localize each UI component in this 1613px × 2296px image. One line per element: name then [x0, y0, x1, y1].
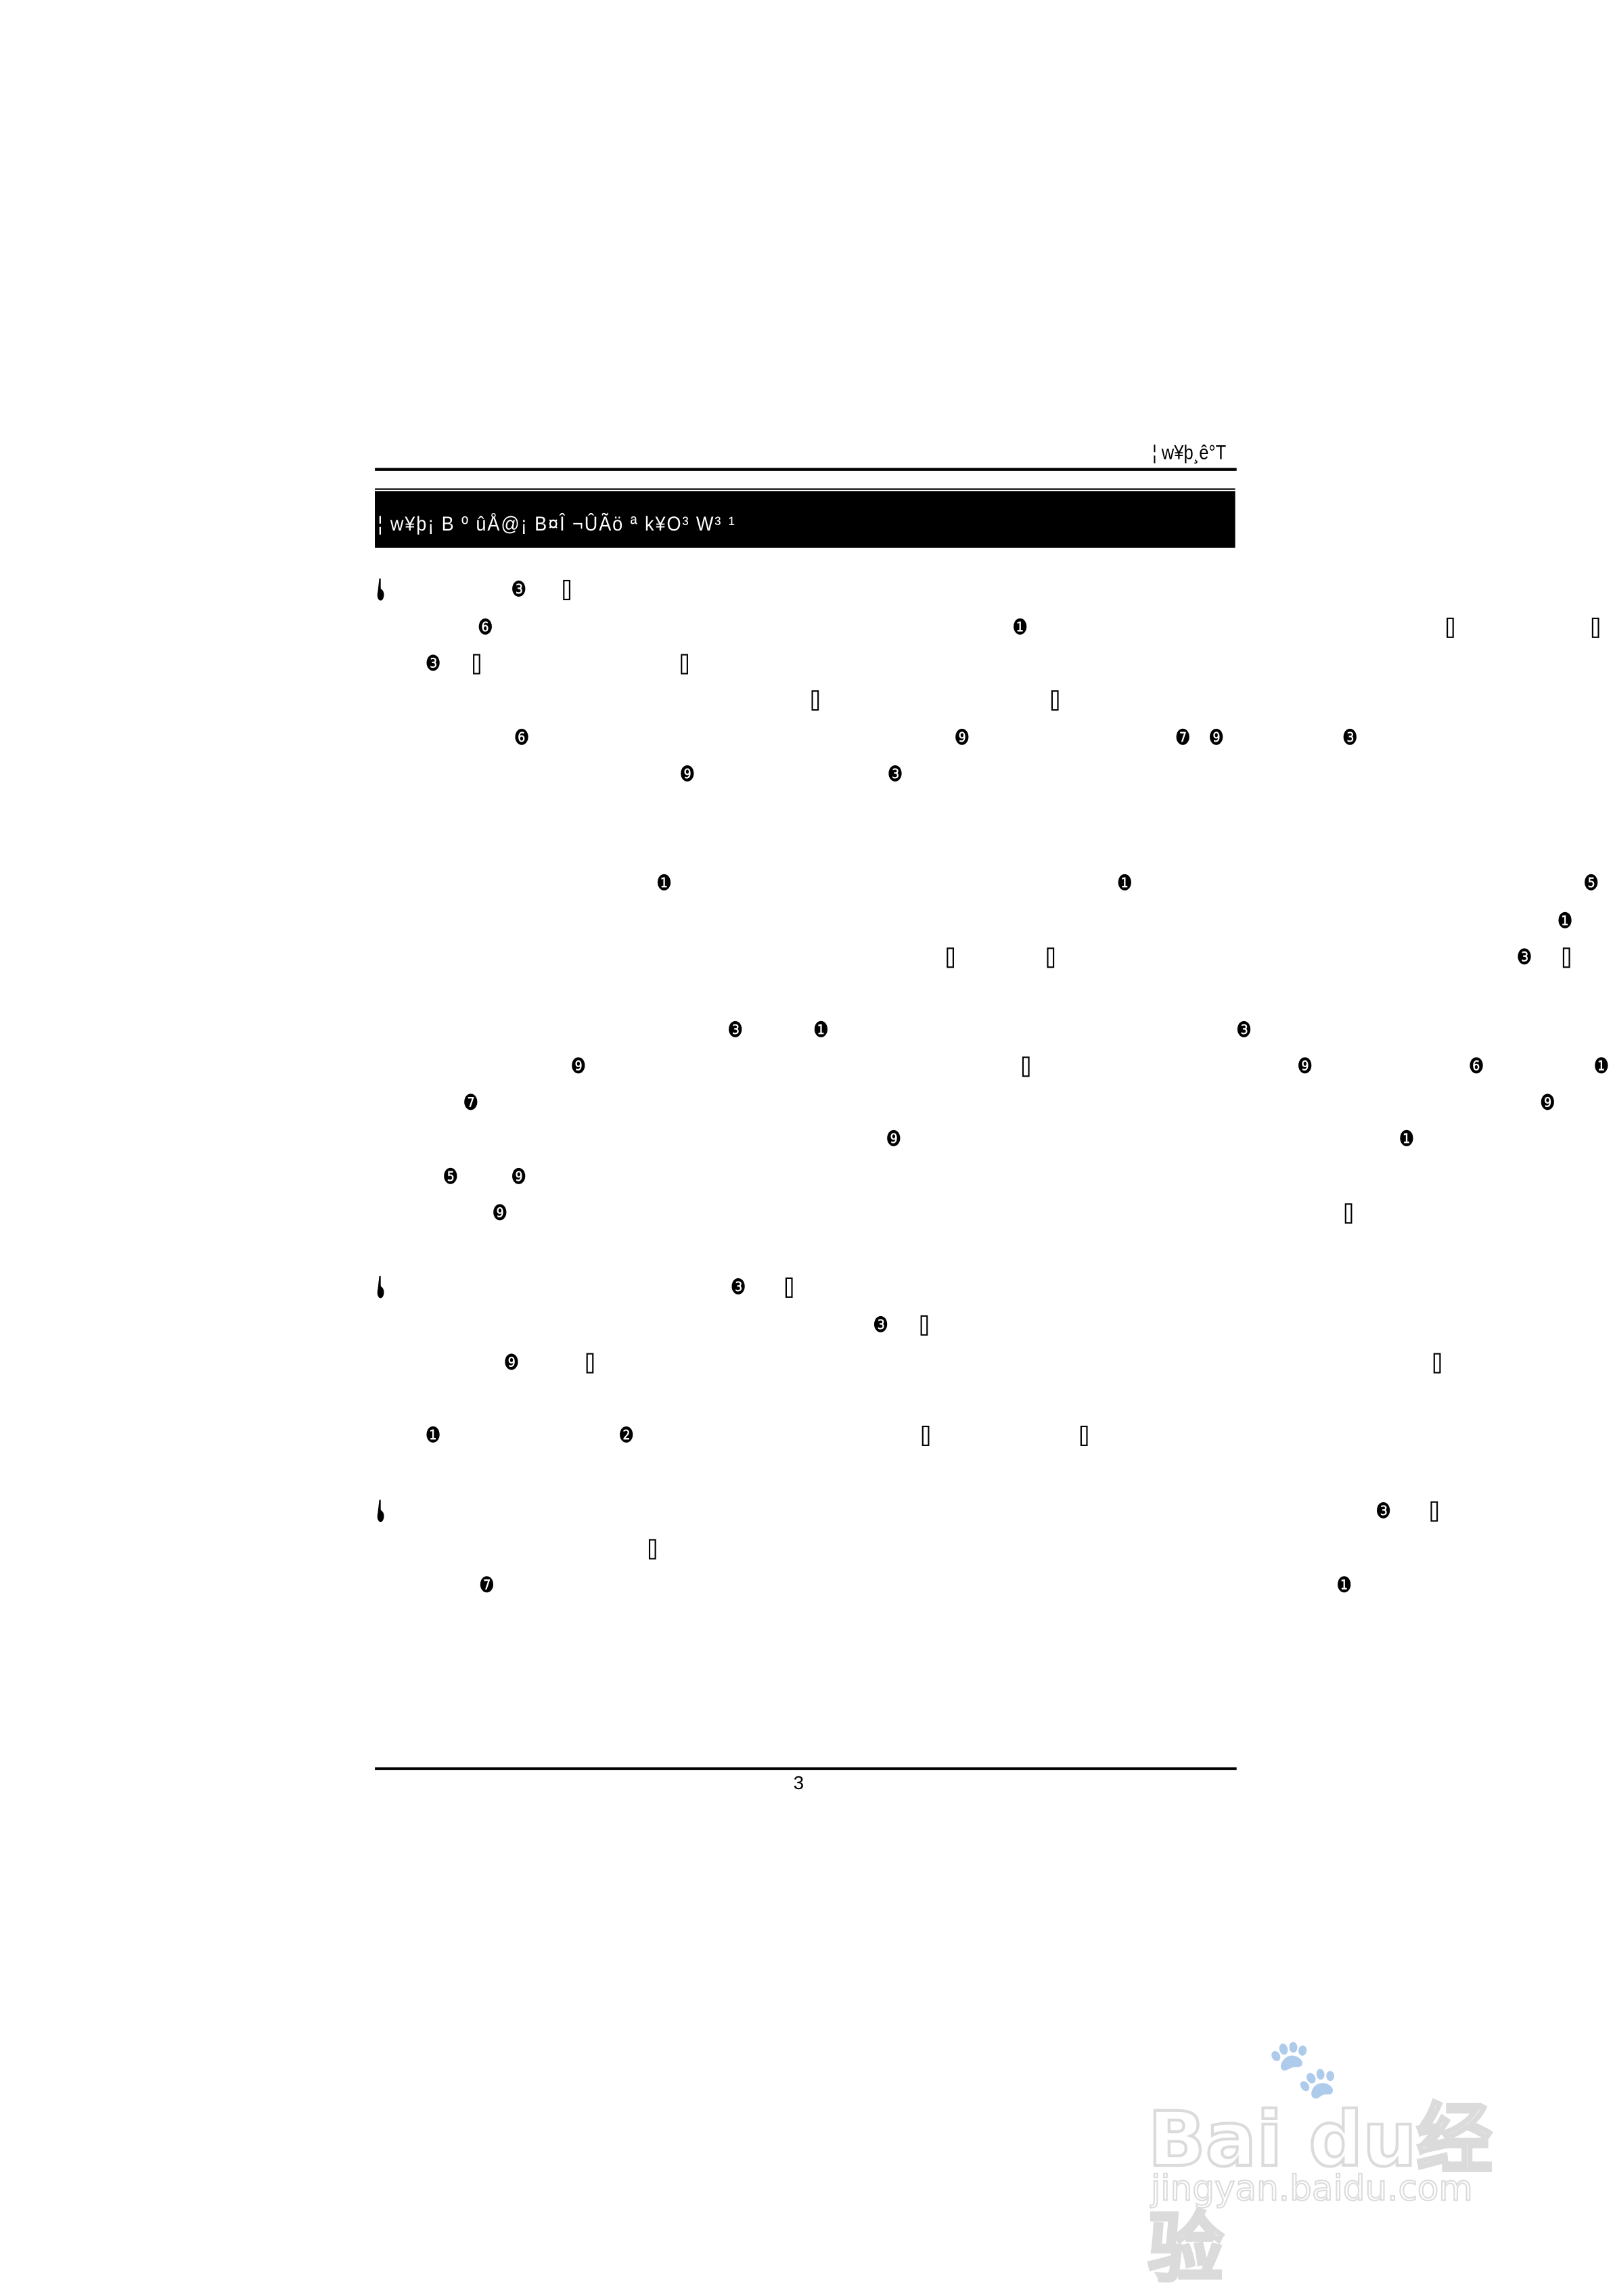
- missing-glyph-box: [1080, 1425, 1088, 1446]
- circled-number-glyph: ❶: [1012, 614, 1028, 641]
- missing-glyph-box: [922, 1425, 930, 1446]
- circled-number-glyph: ❸: [872, 1311, 889, 1338]
- circled-number-glyph: ❶: [813, 1016, 830, 1043]
- circled-number-glyph: ❸: [730, 1274, 746, 1301]
- circled-number-glyph: ❾: [886, 1125, 902, 1152]
- missing-glyph-box: [1051, 690, 1059, 711]
- circled-number-glyph: ❾: [503, 1349, 520, 1376]
- circled-number-glyph: ❾: [1208, 724, 1225, 751]
- circled-number-glyph: ❸: [425, 650, 441, 677]
- missing-glyph-box: [648, 1539, 656, 1560]
- circled-number-glyph: ❶: [1557, 907, 1573, 934]
- circled-number-glyph: ❾: [679, 761, 696, 787]
- circled-number-glyph: ❸: [1342, 724, 1358, 751]
- missing-glyph-box: [1433, 1353, 1441, 1374]
- circled-number-glyph: ❾: [570, 1053, 587, 1079]
- baidu-watermark: 🐾 Bai du经验 jingyan.baidu.com: [1147, 2035, 1526, 2295]
- circled-number-glyph: ❾: [954, 724, 970, 751]
- paw-icon: 🐾: [1267, 2038, 1340, 2102]
- missing-glyph-box: [1344, 1203, 1353, 1224]
- circled-number-glyph: ❺: [1583, 870, 1599, 897]
- circled-number-glyph: ❾: [1297, 1053, 1313, 1079]
- missing-glyph-box: [1447, 617, 1454, 638]
- footer-rule: [375, 1767, 1237, 1770]
- circled-number-glyph: ❼: [463, 1089, 479, 1116]
- pointing-hand-icon: [376, 1500, 385, 1523]
- circled-number-glyph: ❻: [477, 614, 493, 641]
- circled-number-glyph: ❶: [1116, 870, 1133, 897]
- pointing-hand-icon: [376, 1276, 385, 1299]
- circled-number-glyph: ❸: [887, 761, 903, 787]
- circled-number-glyph: ❼: [1175, 724, 1191, 751]
- circled-number-glyph: ❻: [514, 724, 530, 751]
- missing-glyph-box: [563, 579, 570, 601]
- running-header: ¦ w¥þ¸ê°T: [1152, 440, 1227, 464]
- circled-number-glyph: ❸: [1235, 1016, 1252, 1043]
- circled-number-glyph: ❻: [1468, 1053, 1484, 1079]
- missing-glyph-box: [681, 654, 688, 675]
- circled-number-glyph: ❾: [511, 1163, 527, 1190]
- circled-number-glyph: ❶: [1336, 1571, 1353, 1598]
- missing-glyph-box: [1430, 1501, 1438, 1522]
- missing-glyph-box: [473, 654, 480, 675]
- missing-glyph-box: [586, 1353, 594, 1374]
- watermark-url: jingyan.baidu.com: [1150, 2167, 1474, 2209]
- section-title-bar: ¦ w¥þ¡ B º ûÅ@¡ B¤Î ¬ÛÃö ª k¥O³ W³ ¹: [375, 489, 1235, 548]
- page-number: 3: [793, 1772, 804, 1794]
- missing-glyph-box: [920, 1315, 928, 1336]
- missing-glyph-box: [811, 690, 819, 711]
- circled-number-glyph: ❾: [492, 1199, 508, 1226]
- section-title: ¦ w¥þ¡ B º ûÅ@¡ B¤Î ¬ÛÃö ª k¥O³ W³ ¹: [378, 511, 736, 535]
- circled-number-glyph: ❾: [1539, 1089, 1555, 1116]
- circled-number-glyph: ❼: [478, 1571, 495, 1598]
- circled-number-glyph: ❺: [442, 1163, 459, 1190]
- circled-number-glyph: ❶: [1399, 1125, 1415, 1152]
- missing-glyph-box: [1591, 617, 1599, 638]
- missing-glyph-box: [947, 947, 954, 968]
- circled-number-glyph: ❶: [656, 870, 673, 897]
- header-rule: [375, 468, 1237, 471]
- circled-number-glyph: ❶: [1593, 1053, 1610, 1079]
- circled-number-glyph: ❸: [1516, 943, 1532, 970]
- circled-number-glyph: ❸: [1376, 1498, 1392, 1524]
- missing-glyph-box: [1022, 1056, 1030, 1077]
- circled-number-glyph: ❸: [511, 576, 527, 603]
- pointing-hand-icon: [376, 578, 385, 602]
- circled-number-glyph: ❸: [727, 1016, 744, 1043]
- circled-number-glyph: ❶: [425, 1422, 441, 1449]
- missing-glyph-box: [785, 1277, 793, 1298]
- missing-glyph-box: [1047, 947, 1055, 968]
- circled-number-glyph: ❷: [618, 1422, 635, 1449]
- missing-glyph-box: [1562, 947, 1570, 968]
